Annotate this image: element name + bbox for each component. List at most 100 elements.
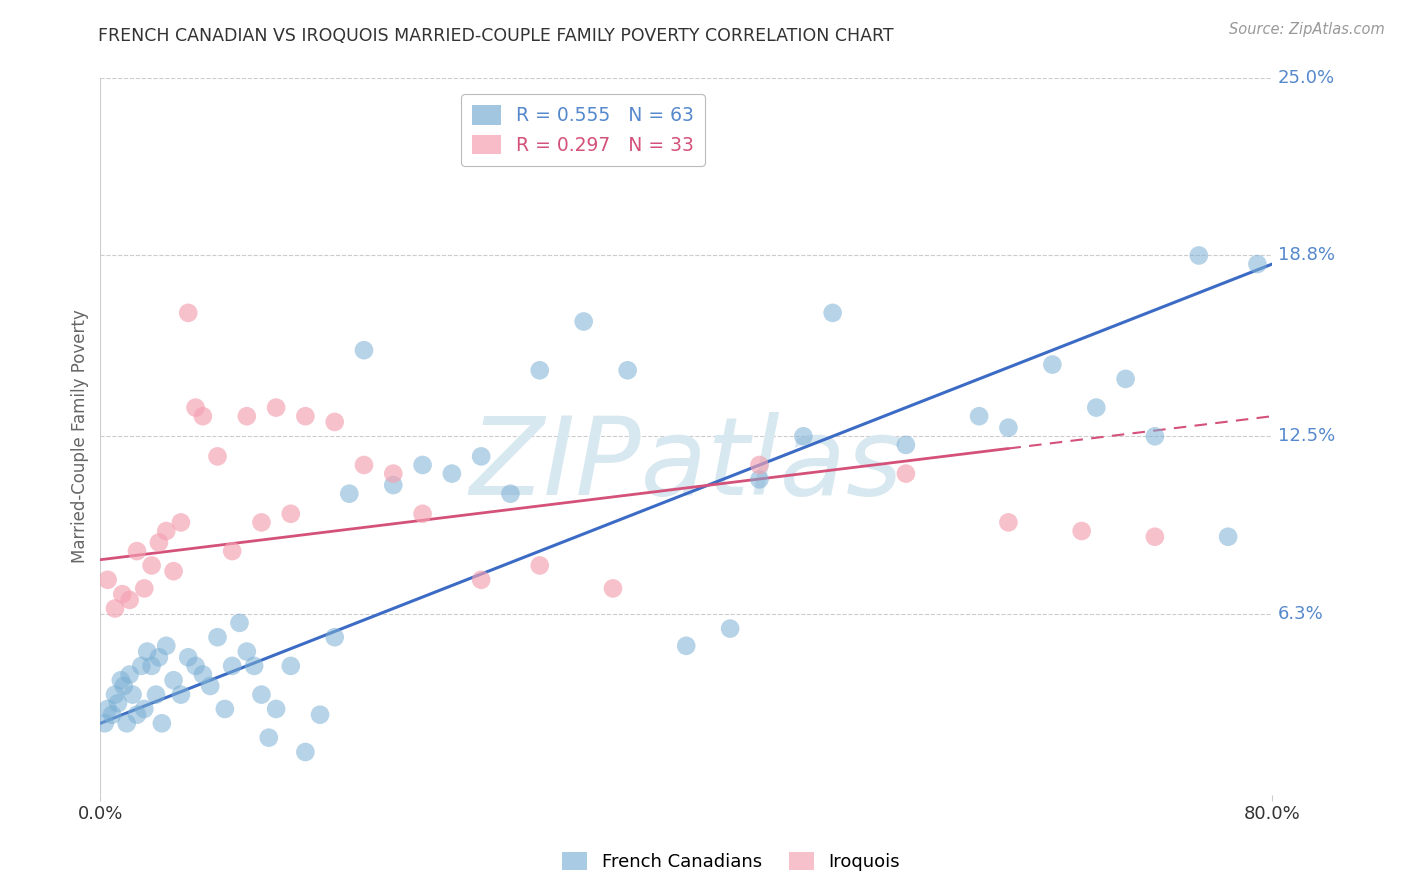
Point <box>111 587 134 601</box>
Point <box>1143 429 1166 443</box>
Point <box>118 593 141 607</box>
Point <box>148 650 170 665</box>
Point <box>236 409 259 424</box>
Point <box>1115 372 1137 386</box>
Point <box>748 472 770 486</box>
Point <box>184 401 207 415</box>
Point <box>101 707 124 722</box>
Point <box>323 630 346 644</box>
Point <box>134 582 156 596</box>
Point <box>748 458 770 472</box>
Point <box>184 659 207 673</box>
Point <box>894 467 917 481</box>
Point <box>353 458 375 472</box>
Point <box>821 306 844 320</box>
Text: 18.8%: 18.8% <box>1278 246 1334 264</box>
Point <box>177 306 200 320</box>
Point <box>228 615 250 630</box>
Point <box>616 363 638 377</box>
Point <box>440 467 463 481</box>
Point <box>112 679 135 693</box>
Point <box>170 688 193 702</box>
Point <box>250 688 273 702</box>
Point <box>382 478 405 492</box>
Point <box>264 702 287 716</box>
Point <box>323 415 346 429</box>
Text: Source: ZipAtlas.com: Source: ZipAtlas.com <box>1229 22 1385 37</box>
Point <box>115 716 138 731</box>
Point <box>207 450 229 464</box>
Point <box>499 486 522 500</box>
Point <box>155 639 177 653</box>
Point <box>382 467 405 481</box>
Point <box>997 420 1019 434</box>
Legend: R = 0.555   N = 63, R = 0.297   N = 33: R = 0.555 N = 63, R = 0.297 N = 33 <box>461 94 704 166</box>
Point <box>257 731 280 745</box>
Point <box>529 363 551 377</box>
Point <box>250 516 273 530</box>
Point <box>104 601 127 615</box>
Point <box>97 702 120 716</box>
Text: 12.5%: 12.5% <box>1278 427 1336 445</box>
Point <box>221 659 243 673</box>
Point <box>264 401 287 415</box>
Point <box>155 524 177 538</box>
Point <box>148 535 170 549</box>
Point <box>214 702 236 716</box>
Point <box>121 688 143 702</box>
Point <box>191 667 214 681</box>
Point <box>353 343 375 358</box>
Point <box>177 650 200 665</box>
Point <box>107 696 129 710</box>
Point <box>470 573 492 587</box>
Point <box>1040 358 1063 372</box>
Text: 25.0%: 25.0% <box>1278 69 1336 87</box>
Point <box>1188 248 1211 262</box>
Point <box>529 558 551 573</box>
Point <box>131 659 153 673</box>
Y-axis label: Married-Couple Family Poverty: Married-Couple Family Poverty <box>72 310 89 563</box>
Text: FRENCH CANADIAN VS IROQUOIS MARRIED-COUPLE FAMILY POVERTY CORRELATION CHART: FRENCH CANADIAN VS IROQUOIS MARRIED-COUP… <box>98 27 894 45</box>
Point <box>412 507 434 521</box>
Point <box>280 659 302 673</box>
Point <box>675 639 697 653</box>
Point <box>792 429 814 443</box>
Point <box>134 702 156 716</box>
Point <box>236 644 259 658</box>
Point <box>110 673 132 688</box>
Point <box>125 544 148 558</box>
Point <box>141 659 163 673</box>
Point <box>136 644 159 658</box>
Text: ZIPatlas: ZIPatlas <box>470 412 903 517</box>
Point <box>1070 524 1092 538</box>
Point <box>170 516 193 530</box>
Point <box>221 544 243 558</box>
Point <box>280 507 302 521</box>
Point <box>1216 530 1239 544</box>
Point <box>470 450 492 464</box>
Legend: French Canadians, Iroquois: French Canadians, Iroquois <box>555 846 907 879</box>
Text: 6.3%: 6.3% <box>1278 606 1323 624</box>
Point <box>894 438 917 452</box>
Point <box>997 516 1019 530</box>
Point <box>162 564 184 578</box>
Point <box>294 745 316 759</box>
Point <box>118 667 141 681</box>
Point <box>602 582 624 596</box>
Point <box>125 707 148 722</box>
Point <box>104 688 127 702</box>
Point <box>191 409 214 424</box>
Point <box>294 409 316 424</box>
Point <box>93 716 115 731</box>
Point <box>1246 257 1268 271</box>
Point <box>1143 530 1166 544</box>
Point <box>97 573 120 587</box>
Point <box>309 707 332 722</box>
Point <box>718 622 741 636</box>
Point <box>243 659 266 673</box>
Point <box>572 314 595 328</box>
Point <box>412 458 434 472</box>
Point <box>207 630 229 644</box>
Point <box>150 716 173 731</box>
Point <box>145 688 167 702</box>
